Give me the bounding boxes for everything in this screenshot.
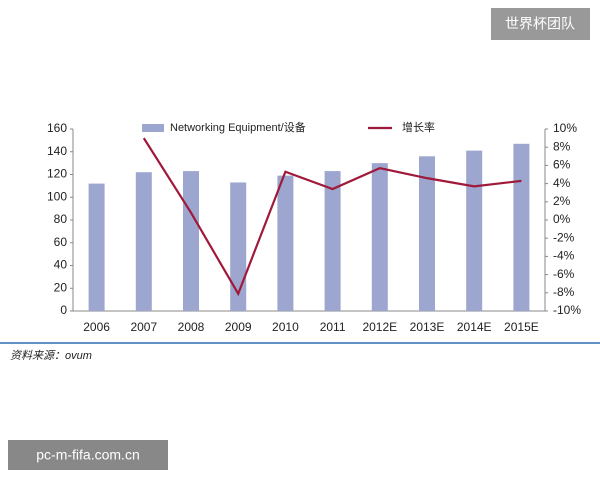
bar	[230, 182, 247, 311]
bar	[135, 172, 152, 311]
x-tick-label: 2007	[130, 320, 157, 334]
x-tick-label: 2013E	[410, 320, 445, 334]
x-tick-label: 2009	[225, 320, 252, 334]
y2-tick-label: -4%	[553, 249, 575, 263]
bar	[371, 163, 388, 311]
x-tick-label: 2015E	[504, 320, 539, 334]
x-tick-label: 2014E	[457, 320, 492, 334]
watermark-box	[8, 440, 168, 470]
watermark: pc-m-fifa.com.cn	[36, 447, 139, 463]
y-tick-label: 40	[54, 258, 68, 272]
bar	[183, 171, 199, 311]
bar	[88, 183, 105, 311]
y-tick-label: 20	[54, 280, 68, 294]
y-tick-label: 120	[47, 167, 67, 181]
bar	[466, 150, 483, 311]
y-tick-label: 160	[47, 121, 67, 135]
x-tick-label: 2006	[83, 320, 110, 334]
x-tick-label: 2008	[178, 320, 205, 334]
y2-tick-label: 2%	[553, 194, 571, 208]
legend-label: Networking Equipment/设备	[170, 120, 306, 134]
bar	[419, 156, 435, 311]
bar	[513, 143, 530, 311]
y-tick-label: 80	[54, 212, 68, 226]
y2-tick-label: 8%	[553, 139, 571, 153]
line	[142, 137, 522, 297]
legend-label: 增长率	[402, 120, 435, 134]
y2-tick-label: 0%	[553, 212, 571, 226]
y-tick-label: 60	[54, 235, 68, 249]
y-tick-label: 100	[47, 189, 67, 203]
source: 资料来源：ovum	[10, 349, 92, 362]
y2-tick-label: 10%	[553, 121, 577, 135]
bar	[324, 171, 341, 311]
x-tick-label: 2012E	[362, 320, 397, 334]
y2-tick-label: -6%	[553, 267, 575, 281]
watermark: 世界杯团队	[505, 16, 575, 32]
watermark-box	[491, 8, 590, 40]
x-tick-label: 2010	[272, 320, 299, 334]
x-tick-label: 2011	[320, 320, 346, 334]
y2-tick-label: -10%	[553, 303, 581, 317]
y2-tick-label: 4%	[553, 176, 571, 190]
y2-tick-label: 6%	[553, 158, 571, 172]
legend-swatch	[142, 124, 164, 132]
bar	[277, 175, 294, 311]
y2-tick-label: -2%	[553, 230, 575, 244]
y-tick-label: 0	[60, 303, 67, 317]
y-tick-label: 140	[47, 144, 67, 158]
y2-tick-label: -8%	[553, 285, 575, 299]
